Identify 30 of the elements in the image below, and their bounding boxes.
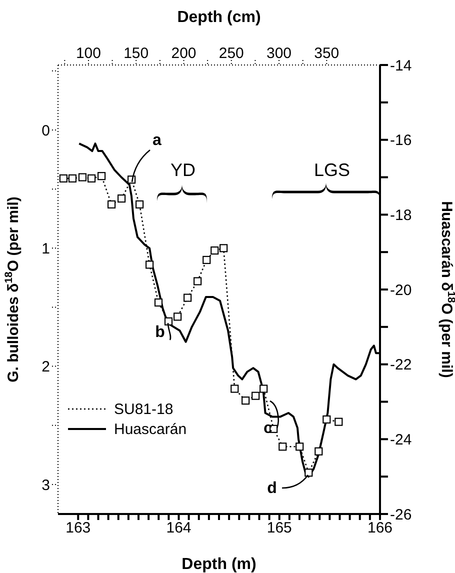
y2-tick-label: -20 xyxy=(390,282,412,299)
annotation: d xyxy=(267,480,277,497)
y-tick-label: 0 xyxy=(42,122,50,140)
annotation: a xyxy=(152,132,162,149)
x2-tick-label: 300 xyxy=(266,45,292,62)
y2-tick-label: -14 xyxy=(390,57,412,74)
x-tick-label: 165 xyxy=(266,520,292,537)
y2-tick-label: -22 xyxy=(390,356,412,374)
x2-tick-label: 200 xyxy=(171,45,196,62)
annotation: YD xyxy=(170,160,196,180)
x-axis-title: Depth (m) xyxy=(182,556,256,573)
x-tick-label: 163 xyxy=(66,520,91,537)
y-tick-label: 3 xyxy=(42,476,50,494)
y2-tick-label: -16 xyxy=(390,132,412,150)
x2-tick-label: 150 xyxy=(124,45,149,62)
x2-tick-label: 100 xyxy=(76,45,101,62)
y2-tick-label: -24 xyxy=(390,431,412,448)
annotation: b xyxy=(155,324,166,341)
x-tick-label: 166 xyxy=(367,520,393,537)
x2-tick-label: 250 xyxy=(218,45,244,62)
y-tick-label: 1 xyxy=(42,240,50,258)
y2-tick-label: -18 xyxy=(390,206,412,224)
x-tick-label: 164 xyxy=(166,520,192,537)
x2-axis-title: Depth (cm) xyxy=(177,9,261,26)
x2-tick-label: 350 xyxy=(314,45,340,62)
annotation: LGS xyxy=(314,160,350,180)
y2-tick-label: -26 xyxy=(390,506,412,524)
y-tick-label: 2 xyxy=(42,358,50,376)
legend-label: Huascarán xyxy=(114,420,187,438)
legend-label: SU81-18 xyxy=(114,400,174,418)
